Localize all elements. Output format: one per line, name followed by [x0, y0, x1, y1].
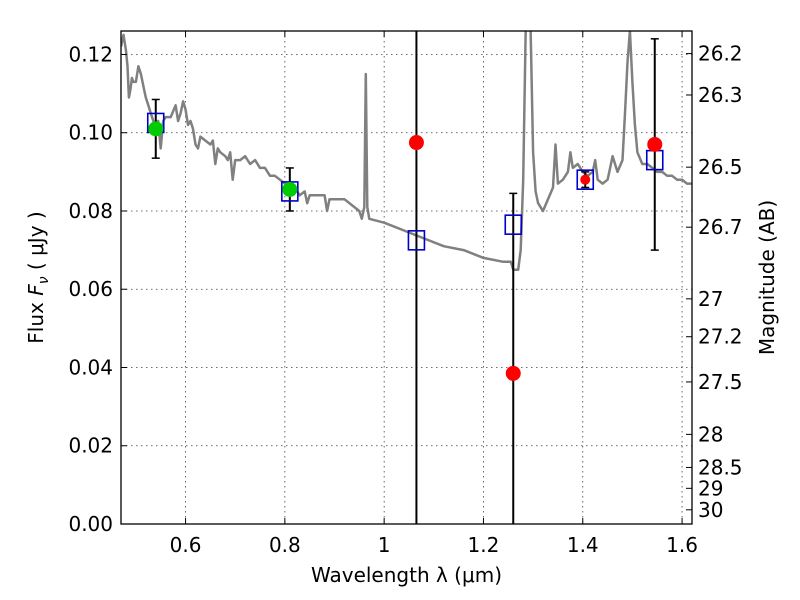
mag-tick-label: 27.2 [698, 325, 743, 349]
mag-tick-label: 28 [698, 422, 723, 446]
low-snr-photometry-marker [647, 136, 663, 152]
x-axis-label: Wavelength λ (μm) [311, 563, 502, 587]
sed-model-line [121, 31, 692, 271]
grid-layer [121, 31, 692, 525]
mag-tick-label: 27.5 [698, 370, 743, 394]
mag-tick-label: 26.7 [698, 215, 743, 239]
y-tick-label: 0.00 [68, 512, 113, 536]
x-tick-label: 1.4 [567, 533, 599, 557]
x-tick-label: 1.2 [468, 533, 500, 557]
y-tick-label: 0.06 [68, 277, 113, 301]
mag-tick-label: 28.5 [698, 455, 743, 479]
mag-tick-label: 27 [698, 287, 723, 311]
mag-tick-label: 29 [698, 476, 723, 500]
y-tick-label: 0.04 [68, 355, 113, 379]
y-axis-label-symbol: F [24, 284, 48, 296]
mag-tick-label: 26.5 [698, 155, 743, 179]
low-snr-photometry-marker [505, 365, 521, 381]
synthetic-photometry-marker [407, 230, 426, 251]
x-tick-label: 0.8 [269, 533, 301, 557]
y-axis-label-prefix: Flux [24, 296, 48, 344]
plot-layer [121, 31, 692, 524]
y-tick-label: 0.10 [68, 121, 113, 145]
y-axis-label: Flux Fν ( μJy ) [24, 211, 52, 343]
synthetic-photometry-marker [281, 181, 299, 202]
y-tick-label: 0.12 [68, 42, 113, 66]
synthetic-photometry-marker [576, 169, 595, 190]
low-snr-photometry-marker [408, 135, 424, 151]
plot-frame [120, 30, 693, 525]
mag-tick-label: 30 [698, 498, 723, 522]
observed-photometry-marker [282, 181, 298, 197]
x-tick-label: 1.6 [666, 533, 698, 557]
x-tick-label: 0.6 [170, 533, 202, 557]
x-tick-label: 1 [378, 533, 391, 557]
y2-axis-label: Magnitude (AB) [755, 200, 779, 355]
y-tick-label: 0.08 [68, 199, 113, 223]
y-tick-label: 0.02 [68, 434, 113, 458]
mag-tick-label: 26.2 [698, 42, 743, 66]
synthetic-photometry-marker [504, 214, 523, 235]
observed-photometry-marker [148, 121, 164, 137]
y-axis-label-suffix: ( μJy ) [24, 211, 48, 276]
low-snr-photometry-marker [580, 174, 591, 185]
tick-layer: 0.6 0.8 1 1.2 1.4 1.6 0.00 0.02 0.04 0.06 0.08 0.10… [68, 31, 743, 557]
y-axis-label-subscript: ν [36, 276, 52, 284]
mag-tick-label: 26.3 [698, 83, 743, 107]
